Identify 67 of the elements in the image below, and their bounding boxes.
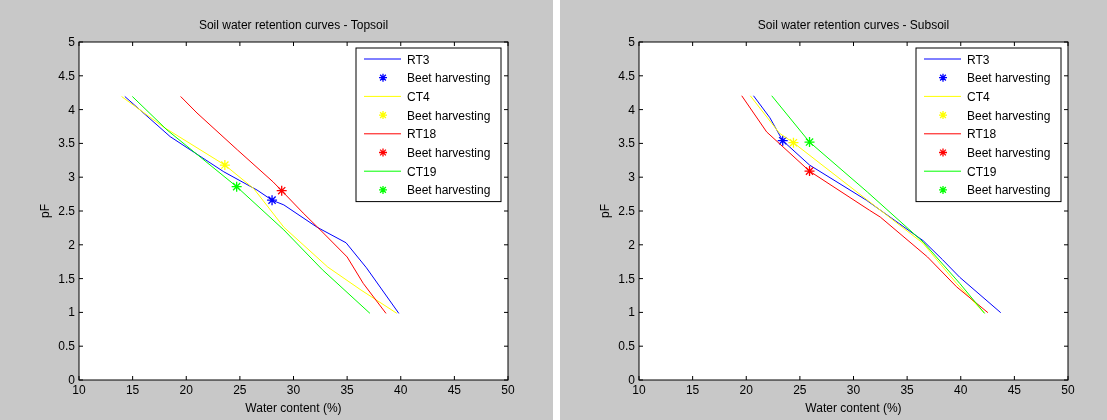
- y-tick-label: 1: [68, 305, 76, 320]
- x-tick-label: 45: [447, 383, 462, 397]
- legend-label: Beet harvesting: [407, 108, 491, 123]
- y-tick-label: 4.5: [58, 68, 76, 83]
- point: [231, 181, 243, 193]
- y-tick-label: 4: [628, 102, 636, 117]
- point: [803, 165, 816, 177]
- y-tick-label: 4: [68, 102, 76, 117]
- chart-title: Soil water retention curves - Topsoil: [198, 18, 389, 32]
- x-tick-label: 20: [179, 383, 194, 397]
- x-axis-title: Water content (%): [805, 401, 902, 415]
- legend-label: Beet harvesting: [407, 146, 491, 160]
- legend-label: CT4: [967, 89, 990, 104]
- y-tick-label: 3: [68, 170, 76, 185]
- y-tick-label: 0.5: [618, 339, 636, 354]
- y-tick-label: 0.5: [58, 339, 76, 354]
- y-tick-label: 1.5: [58, 271, 76, 286]
- y-tick-label: 3: [628, 170, 636, 185]
- legend-label: CT19: [407, 164, 437, 179]
- y-tick-label: 2: [628, 237, 636, 252]
- y-tick-label: 2: [68, 237, 76, 252]
- legend-label: Beet harvesting: [967, 71, 1051, 86]
- x-tick-label: 40: [394, 383, 408, 397]
- x-tick-label: 40: [954, 383, 968, 397]
- legend-label: CT19: [967, 164, 997, 179]
- legend-label: Beet harvesting: [407, 183, 491, 198]
- legend-label: Beet harvesting: [407, 71, 491, 86]
- legend-label: CT4: [407, 89, 430, 104]
- point: [276, 185, 288, 197]
- x-tick-label: 30: [286, 383, 301, 397]
- line-series: [180, 96, 387, 314]
- legend-label: Beet harvesting: [967, 183, 1051, 198]
- y-tick-label: 4.5: [618, 68, 636, 83]
- y-tick-label: 2.5: [618, 204, 636, 218]
- y-tick-label: 3.5: [618, 136, 636, 151]
- legend-label: Beet harvesting: [967, 108, 1051, 123]
- x-tick-label: 35: [900, 383, 915, 397]
- y-tick-label: 2.5: [58, 204, 76, 218]
- legend-label: RT3: [407, 52, 430, 67]
- chart-title: Soil water retention curves - Subsoil: [757, 18, 950, 32]
- x-tick-label: 45: [1007, 383, 1022, 397]
- legend-label: RT18: [967, 127, 997, 142]
- point: [787, 137, 800, 149]
- point: [219, 159, 231, 171]
- x-tick-label: 50: [501, 383, 515, 397]
- point: [777, 135, 789, 147]
- point: [803, 136, 816, 148]
- y-tick-label: 3.5: [58, 136, 76, 151]
- x-tick-label: 35: [340, 383, 355, 397]
- y-axis-title: pF: [598, 203, 612, 219]
- point: [266, 194, 278, 206]
- y-tick-label: 5: [628, 35, 636, 49]
- x-tick-label: 20: [739, 383, 754, 397]
- x-tick-label: 15: [685, 383, 700, 397]
- x-tick-label: 50: [1061, 383, 1075, 397]
- legend-label: RT18: [407, 127, 437, 142]
- y-tick-label: 1.5: [618, 271, 636, 286]
- x-tick-label: 25: [233, 383, 247, 397]
- y-tick-label: 5: [68, 35, 76, 49]
- x-tick-label: 25: [793, 383, 807, 397]
- legend-label: Beet harvesting: [967, 146, 1051, 160]
- x-axis-title: Water content (%): [245, 401, 342, 415]
- y-tick-label: 1: [628, 305, 636, 320]
- y-axis-title: pF: [38, 203, 52, 219]
- legend-label: RT3: [967, 52, 990, 67]
- x-tick-label: 15: [125, 383, 140, 397]
- x-tick-label: 30: [846, 383, 861, 397]
